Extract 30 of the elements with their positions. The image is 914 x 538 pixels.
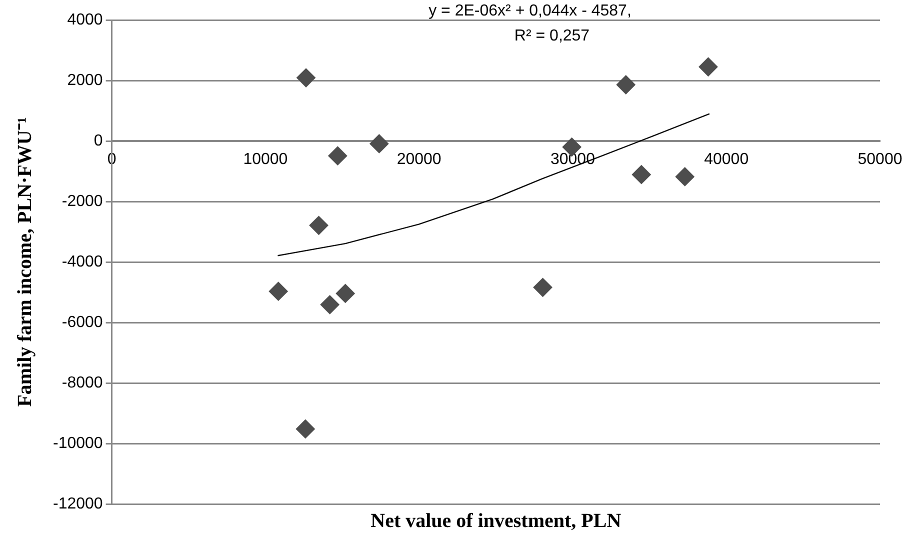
y-tick-label: -6000 [62,314,103,331]
point [320,295,340,314]
x-tick-label: 10000 [243,151,288,168]
y-tick-label: 4000 [67,11,103,28]
point [675,167,694,186]
point [533,278,552,297]
point [698,57,718,76]
y-axis-title: Family farm income, PLN·FWU⁻¹ [14,117,36,407]
x-tick-label: 20000 [396,151,442,168]
y-tick-label: -10000 [52,434,103,452]
annotation: R² = 0,257 [514,27,590,44]
x-tick-label: 40000 [704,151,749,168]
point [268,282,288,301]
y-tick-label: 0 [94,132,103,150]
text: y = 2E-06x² + 0,044x - 4587, [428,2,632,20]
point [296,419,315,438]
y-tick-label: -2000 [62,192,103,210]
point [370,134,389,154]
point [296,68,316,88]
point [336,284,355,303]
point [328,146,348,166]
y-tick-label: -4000 [62,253,103,270]
x-tick-label: 50000 [858,151,902,168]
y-tick-label: 2000 [67,72,103,89]
point [632,165,651,184]
y-tick-label: -12000 [52,495,103,512]
point [616,75,636,94]
y-tick-label: -8000 [62,374,103,392]
x-axis-title: Net value of investment, PLN [370,510,622,532]
point [309,216,328,235]
